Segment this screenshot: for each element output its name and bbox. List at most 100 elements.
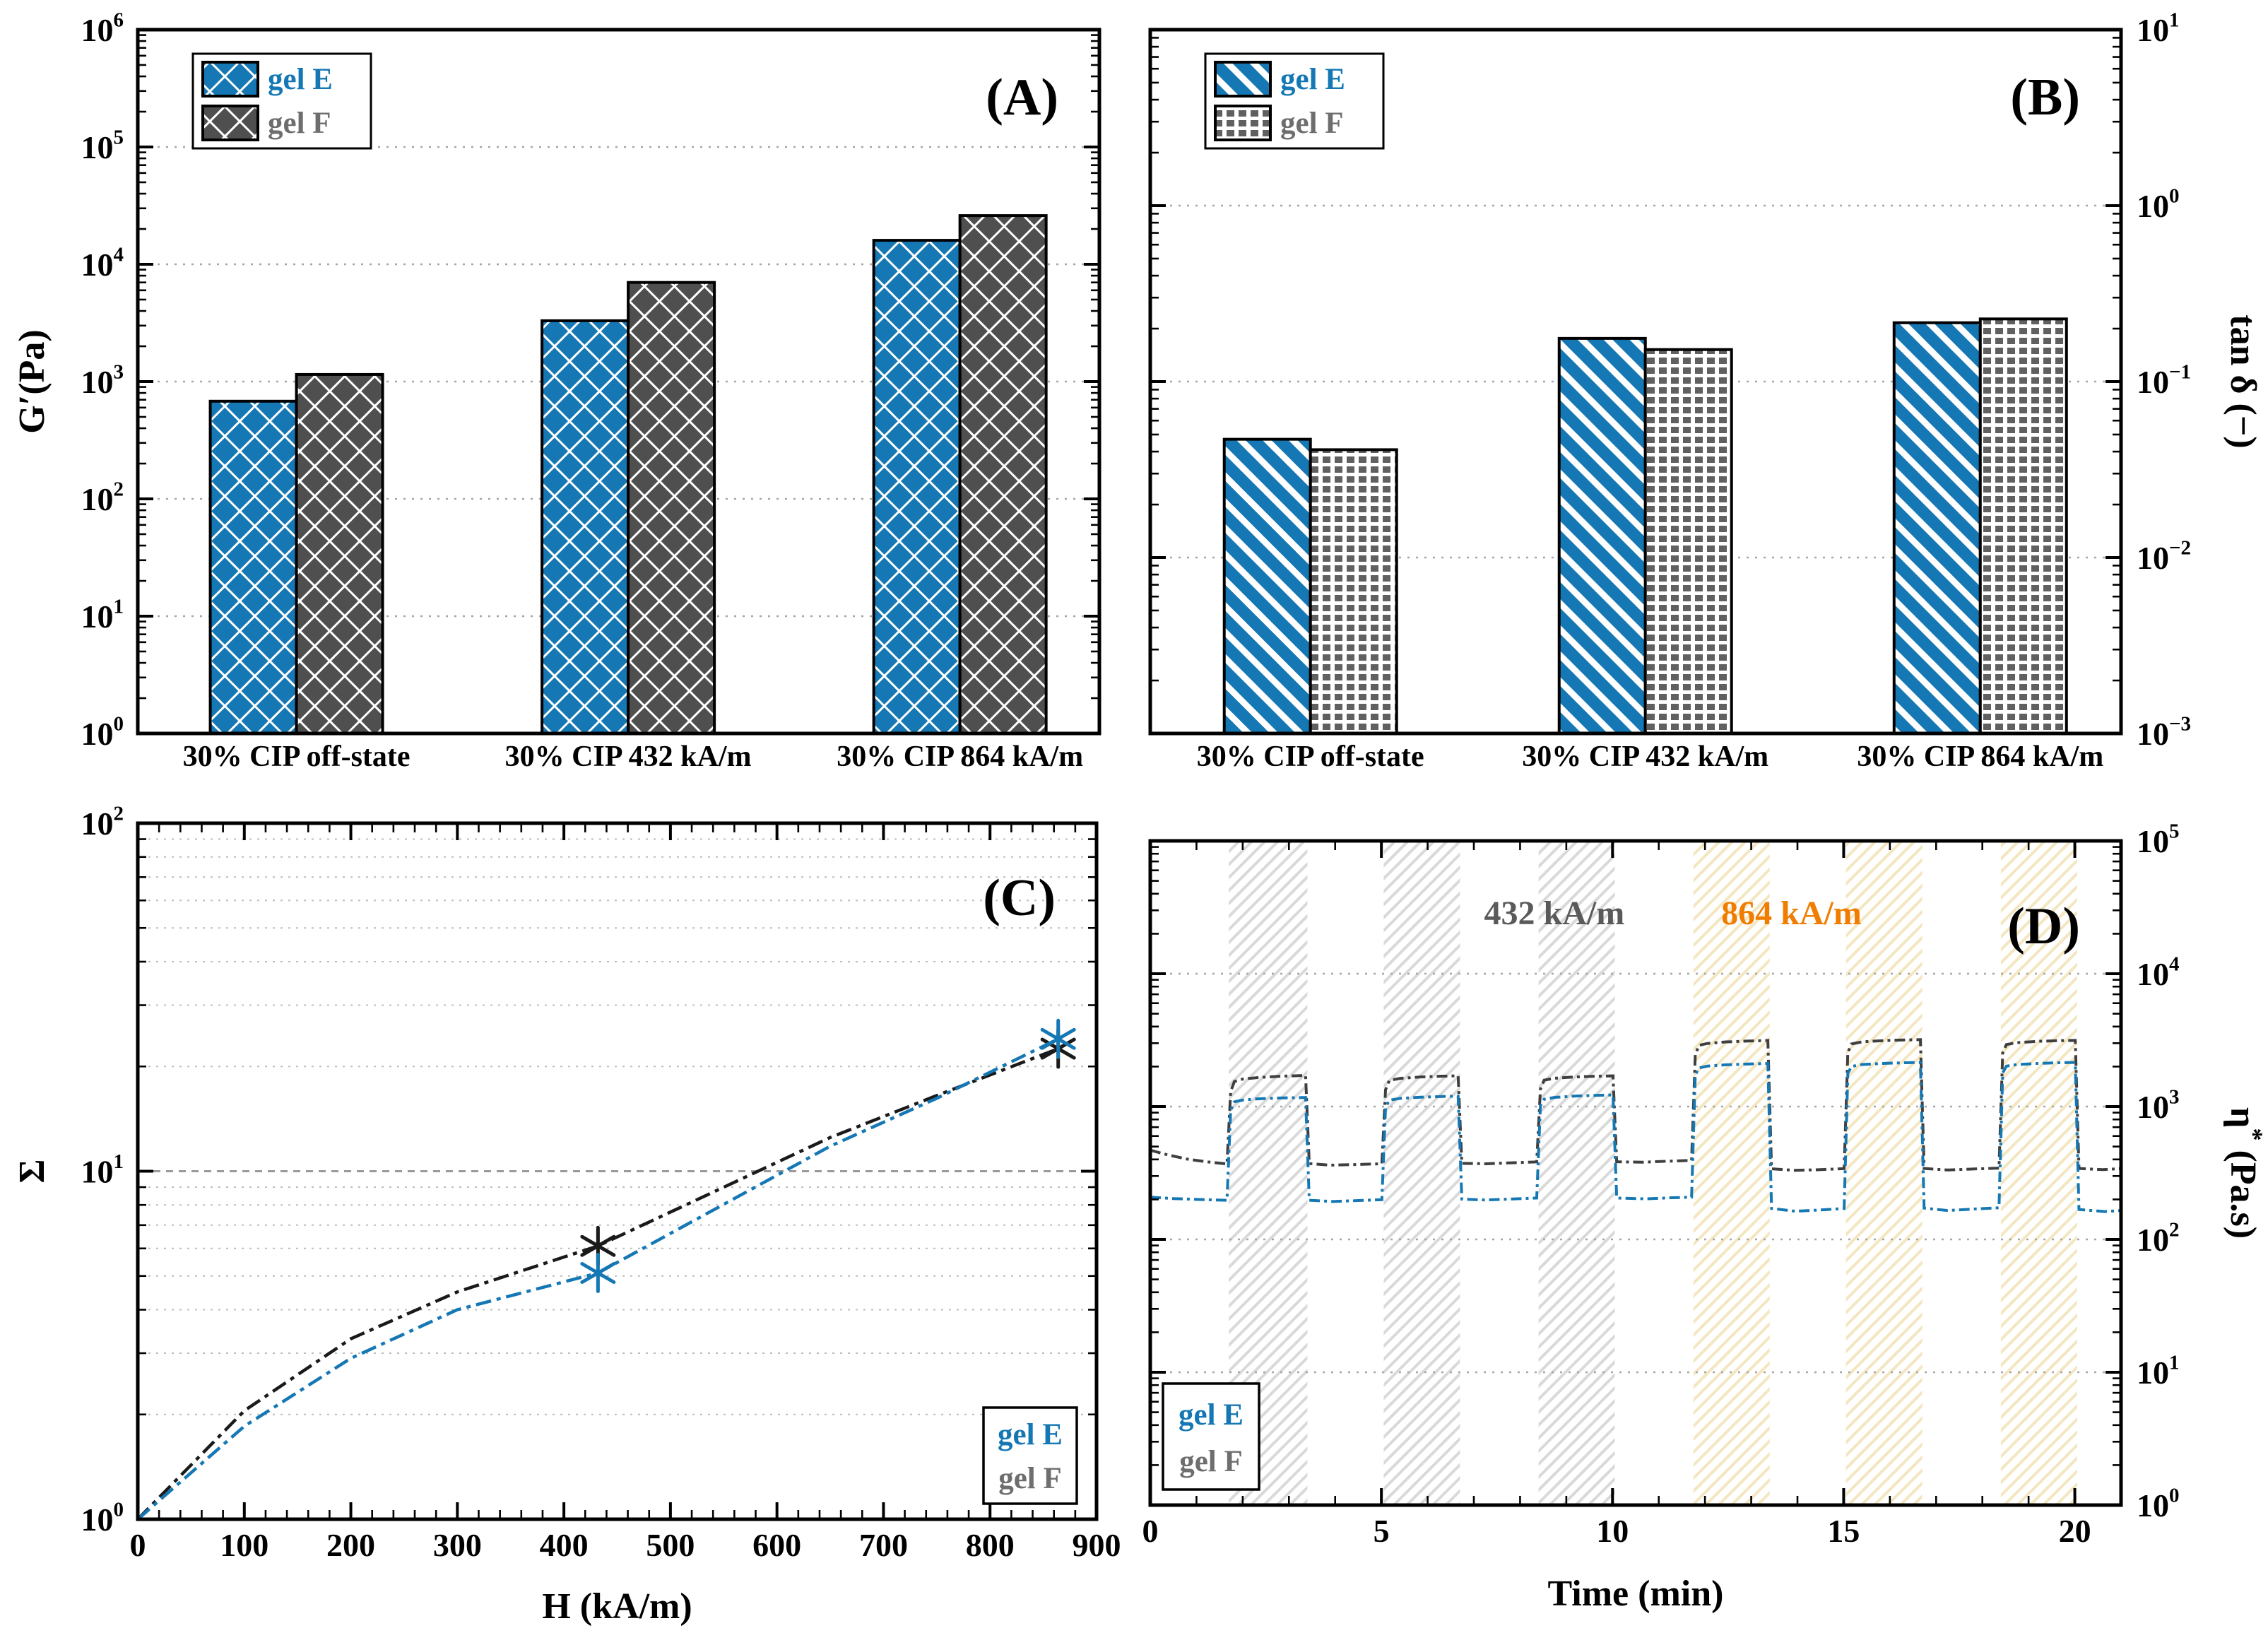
bar-gelF-0 bbox=[1309, 448, 1398, 735]
legend-label: gel E bbox=[1179, 1398, 1244, 1432]
legend-swatch-gelE bbox=[201, 61, 259, 98]
axis-tick-label: 100 bbox=[81, 712, 124, 752]
legend-label: gel E bbox=[268, 63, 333, 96]
category-label: 30% CIP 432 kA/m bbox=[1522, 741, 1768, 773]
y-axis-title: G′(Pa) bbox=[12, 329, 52, 433]
curve-gelF bbox=[1150, 1038, 2122, 1172]
star-marker-gelE bbox=[580, 1253, 616, 1294]
x-tick-label: 800 bbox=[966, 1527, 1015, 1563]
legend: gel E gel F bbox=[1162, 1382, 1260, 1491]
axis-tick-label: 102 bbox=[2137, 1218, 2180, 1258]
legend-box bbox=[1162, 1382, 1260, 1491]
legend: gel E gel F bbox=[982, 1406, 1078, 1505]
axis-tick-label: 10−3 bbox=[2137, 712, 2191, 752]
axis-tick-label: 101 bbox=[2137, 1351, 2180, 1391]
legend-label: gel F bbox=[998, 1462, 1062, 1495]
legend-swatch-gelF bbox=[1214, 105, 1272, 141]
bar-gelE-1 bbox=[541, 319, 630, 735]
category-label: 30% CIP off-state bbox=[183, 741, 411, 773]
legend: gel E gel F bbox=[1204, 52, 1385, 150]
x-tick-label: 10 bbox=[1596, 1513, 1629, 1549]
axis-tick-label: 101 bbox=[2137, 8, 2180, 48]
legend: gel E gel F bbox=[191, 52, 372, 150]
panel-letter: (B) bbox=[2010, 69, 2080, 126]
plot-border bbox=[1148, 839, 2123, 1507]
bar-gelF-1 bbox=[627, 281, 716, 735]
axis-tick-label: 106 bbox=[81, 8, 124, 48]
axis-tick-label: 103 bbox=[2137, 1085, 2180, 1125]
y-axis-title: η*​ (Pa.s) bbox=[2223, 1107, 2268, 1239]
x-tick-label: 15 bbox=[1827, 1513, 1860, 1549]
category-label: 30% CIP off-state bbox=[1197, 741, 1424, 773]
x-tick-label: 300 bbox=[433, 1527, 482, 1563]
axis-tick-label: 100 bbox=[2137, 184, 2180, 224]
bar-gelF-2 bbox=[1978, 317, 2068, 735]
bar-gelE-2 bbox=[872, 239, 962, 735]
x-tick-label: 200 bbox=[326, 1527, 375, 1563]
field-band-432-1 bbox=[1383, 841, 1460, 1505]
bar-gelF-2 bbox=[958, 214, 1048, 735]
category-label: 30% CIP 864 kA/m bbox=[1857, 741, 2103, 773]
axis-tick-label: 100 bbox=[2137, 1484, 2180, 1523]
legend-label: gel E bbox=[1280, 63, 1345, 96]
axis-tick-label: 105 bbox=[81, 126, 124, 165]
axis-tick-label: 101 bbox=[81, 1150, 124, 1190]
field-band-432-2 bbox=[1538, 841, 1615, 1505]
legend-swatch-gelE bbox=[1214, 61, 1272, 98]
panel-A: 30% CIP off-state 30% CIP 432 kA/m 30% CIP… bbox=[12, 8, 1101, 773]
x-tick-label: 0 bbox=[130, 1527, 146, 1563]
field-band-864-2 bbox=[2000, 841, 2077, 1505]
legend-label: gel E bbox=[998, 1418, 1063, 1451]
y-axis-title: Σ bbox=[12, 1160, 52, 1184]
bar-gelF-1 bbox=[1643, 348, 1733, 735]
axis-tick-label: 102 bbox=[81, 802, 124, 842]
x-tick-label: 600 bbox=[752, 1527, 801, 1563]
panel-D: 0 5 10 15 20 Time (min) 105 104 103 102 101 100 η*​ … bbox=[1142, 820, 2268, 1614]
axis-tick-label: 104 bbox=[81, 243, 124, 283]
curve-gelE bbox=[136, 1037, 1059, 1521]
legend-swatch-gelF bbox=[201, 105, 259, 141]
axis-tick-label: 10−2 bbox=[2137, 536, 2191, 576]
bar-gelE-0 bbox=[208, 399, 298, 735]
x-tick-label: 500 bbox=[646, 1527, 695, 1563]
x-axis-title: H (kA/m) bbox=[542, 1586, 692, 1627]
legend-label: gel F bbox=[1179, 1445, 1243, 1478]
x-tick-label: 20 bbox=[2059, 1513, 2091, 1549]
y-axis-title: tan δ (−) bbox=[2223, 314, 2263, 449]
field-annotation: 432 kA/m bbox=[1484, 895, 1625, 932]
bar-gelE-1 bbox=[1557, 336, 1647, 735]
legend-box bbox=[982, 1406, 1078, 1505]
field-band-864-0 bbox=[1693, 841, 1770, 1505]
x-axis-title: Time (min) bbox=[1548, 1574, 1724, 1614]
field-band-864-1 bbox=[1845, 841, 1923, 1505]
category-label: 30% CIP 432 kA/m bbox=[505, 741, 752, 773]
curve-gelE bbox=[1150, 1061, 2122, 1213]
axis-tick-label: 100 bbox=[81, 1498, 124, 1538]
x-tick-label: 900 bbox=[1073, 1527, 1121, 1563]
axis-tick-label: 102 bbox=[81, 478, 124, 517]
panel-B: 30% CIP off-state 30% CIP 432 kA/m 30% CIP… bbox=[1148, 8, 2263, 773]
star-marker-gelE bbox=[1040, 1018, 1076, 1059]
bar-gelE-0 bbox=[1222, 437, 1312, 735]
legend-label: gel F bbox=[1280, 107, 1344, 140]
panel-letter: (A) bbox=[986, 69, 1058, 126]
axis-tick-label: 104 bbox=[2137, 953, 2180, 992]
axis-tick-label: 105 bbox=[2137, 820, 2180, 859]
legend-label: gel F bbox=[268, 107, 331, 140]
bar-gelF-0 bbox=[295, 372, 384, 735]
field-annotation: 864 kA/m bbox=[1721, 895, 1862, 932]
x-tick-label: 5 bbox=[1374, 1513, 1390, 1549]
x-tick-label: 0 bbox=[1142, 1513, 1159, 1549]
bar-gelE-2 bbox=[1892, 321, 1982, 735]
panel-letter: (C) bbox=[983, 869, 1056, 927]
x-tick-label: 100 bbox=[220, 1527, 268, 1563]
curve-gelF bbox=[136, 1046, 1059, 1521]
x-tick-label: 400 bbox=[540, 1527, 589, 1563]
category-label: 30% CIP 864 kA/m bbox=[837, 741, 1083, 773]
axis-tick-label: 10−1 bbox=[2137, 360, 2191, 400]
axis-tick-label: 103 bbox=[81, 360, 124, 400]
axis-tick-label: 101 bbox=[81, 595, 124, 635]
panel-letter: (D) bbox=[2007, 897, 2080, 955]
